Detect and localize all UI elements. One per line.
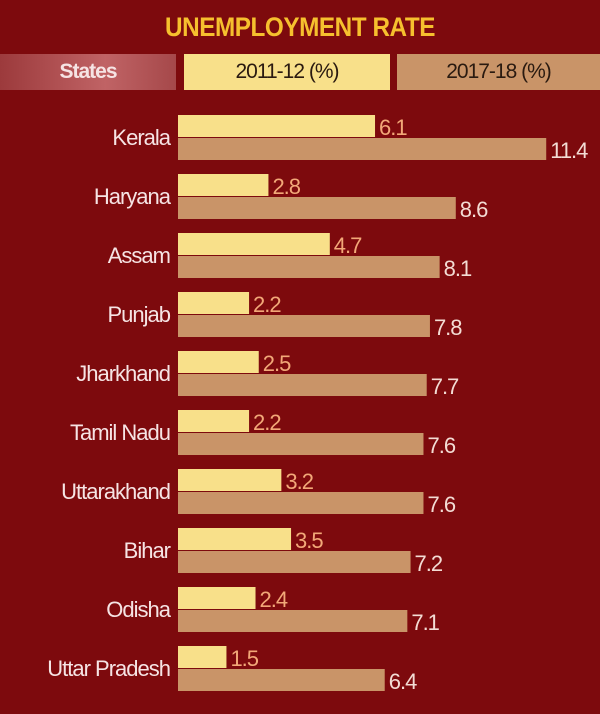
- category-label: Haryana: [94, 184, 172, 209]
- bar-2011-12: [178, 587, 256, 609]
- data-label: 7.8: [434, 315, 462, 340]
- data-label: 7.2: [415, 551, 443, 576]
- data-label: 7.6: [427, 492, 455, 517]
- category-label: Kerala: [112, 125, 171, 150]
- data-label: 7.7: [431, 374, 459, 399]
- data-label: 8.6: [460, 197, 488, 222]
- category-label: Jharkhand: [76, 361, 170, 386]
- header-states: States: [0, 54, 176, 90]
- data-label: 6.4: [389, 669, 417, 694]
- data-label: 2.2: [253, 292, 281, 317]
- bar-2017-18: [178, 315, 430, 337]
- category-label: Uttarakhand: [61, 479, 170, 504]
- bar-2011-12: [178, 469, 282, 491]
- bar-2011-12: [178, 528, 292, 550]
- data-label: 11.4: [550, 138, 588, 163]
- data-label: 2.4: [260, 587, 288, 612]
- bar-2011-12: [178, 351, 259, 373]
- data-label: 3.5: [295, 528, 323, 553]
- bar-2017-18: [178, 492, 424, 514]
- chart-title: UNEMPLOYMENT RATE: [165, 12, 435, 42]
- bar-2011-12: [178, 410, 250, 432]
- bar-2017-18: [178, 551, 411, 573]
- bar-2017-18: [178, 433, 424, 455]
- legend-series-2011-12: 2011-12 (%): [184, 54, 390, 90]
- bar-2011-12: [178, 646, 227, 668]
- bar-2011-12: [178, 233, 330, 255]
- category-label: Punjab: [107, 302, 170, 327]
- legend-series-2017-18: 2017-18 (%): [397, 54, 600, 90]
- bar-2017-18: [178, 197, 456, 219]
- data-label: 7.6: [427, 433, 455, 458]
- bar-2011-12: [178, 115, 376, 137]
- category-label: Bihar: [124, 538, 171, 563]
- category-label: Odisha: [106, 597, 171, 622]
- data-label: 2.5: [263, 351, 291, 376]
- data-label: 4.7: [334, 233, 362, 258]
- bar-2011-12: [178, 292, 250, 314]
- data-label: 2.8: [272, 174, 300, 199]
- bar-2017-18: [178, 138, 547, 160]
- data-label: 7.1: [411, 610, 439, 635]
- bar-2017-18: [178, 669, 385, 691]
- category-label: Assam: [108, 243, 170, 268]
- bar-2011-12: [178, 174, 269, 196]
- bar-2017-18: [178, 256, 440, 278]
- category-label: Tamil Nadu: [70, 420, 170, 445]
- bar-2017-18: [178, 374, 427, 396]
- data-label: 6.1: [379, 115, 407, 140]
- data-label: 8.1: [444, 256, 472, 281]
- data-label: 1.5: [230, 646, 258, 671]
- bar-2017-18: [178, 610, 408, 632]
- data-label: 3.2: [285, 469, 313, 494]
- category-label: Uttar Pradesh: [47, 656, 170, 681]
- data-label: 2.2: [253, 410, 281, 435]
